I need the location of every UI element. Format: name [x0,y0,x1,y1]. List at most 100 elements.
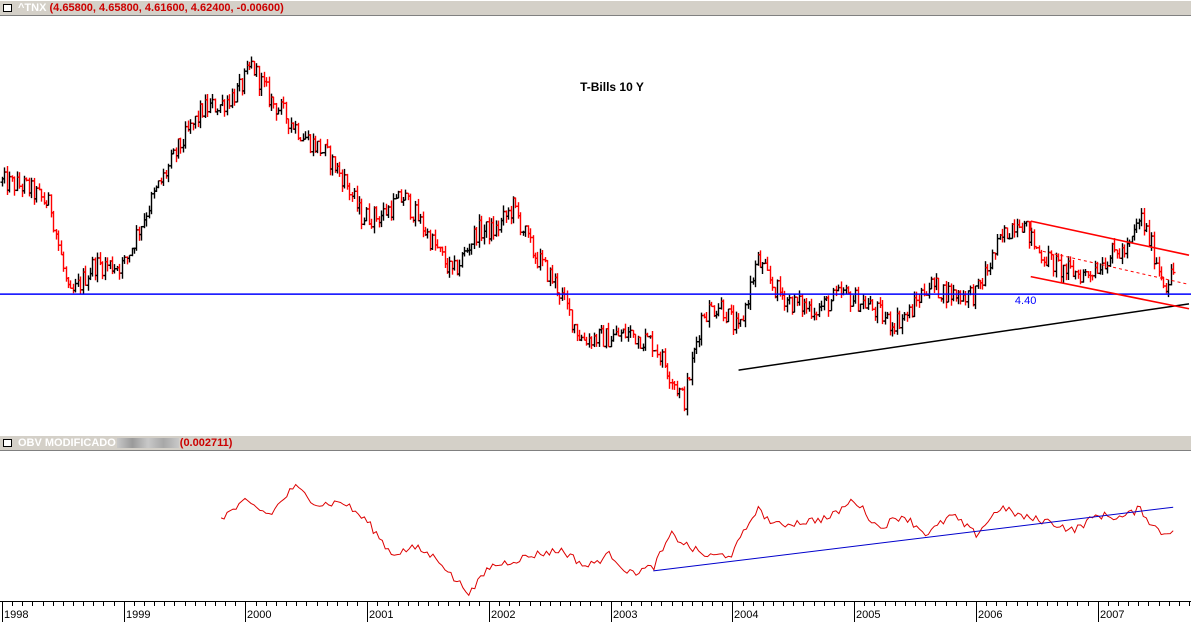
month-tick [905,602,906,606]
month-tick [885,602,886,606]
year-label: 2002 [491,609,516,621]
month-tick [32,602,33,606]
year-label: 2000 [247,609,272,621]
month-tick [235,602,236,606]
year-label: 2001 [369,609,394,621]
price-bar [650,330,655,358]
year-label: 1999 [126,609,151,621]
month-tick [641,602,642,606]
support-level-label: 4.40 [1015,295,1036,307]
month-tick [570,602,571,606]
month-tick [154,602,155,606]
month-tick [1138,602,1139,606]
month-tick [144,602,145,606]
month-tick [550,602,551,606]
month-tick [895,602,896,606]
symbol-label: ^TNX [18,2,47,14]
month-tick [1067,602,1068,606]
month-tick [966,602,967,606]
month-tick [174,602,175,606]
price-bar [995,234,1000,256]
month-tick [692,602,693,606]
price-bar [765,256,770,271]
month-tick [205,602,206,606]
month-tick [935,602,936,606]
month-tick [1006,602,1007,606]
price-bar [545,259,550,283]
indicator-name: OBV MODIFICADO [18,437,116,449]
month-tick [712,602,713,606]
month-tick [1128,602,1129,606]
month-tick [1088,602,1089,606]
obv-chart [220,483,1174,597]
month-tick [925,602,926,606]
month-tick [469,602,470,606]
price-chart: 4.40 [0,56,1191,416]
month-tick [986,602,987,606]
price-bar [149,191,154,215]
month-tick [996,602,997,606]
month-tick [306,602,307,606]
year-tick [1098,602,1099,622]
indicator-value: (0.002711) [179,437,233,449]
month-tick [134,602,135,606]
month-tick [631,602,632,606]
price-bar [682,386,687,412]
month-tick [844,602,845,606]
month-tick [408,602,409,606]
month-tick [276,602,277,606]
price-bar [601,325,606,348]
month-tick [1179,602,1180,606]
month-tick [915,602,916,606]
month-tick [12,602,13,606]
month-tick [722,602,723,606]
month-tick [83,602,84,606]
month-tick [793,602,794,606]
price-bar [347,182,352,201]
year-tick [611,602,612,622]
pane-toggle-icon[interactable] [3,439,12,447]
month-tick [53,602,54,606]
month-tick [1118,602,1119,606]
month-tick [773,602,774,606]
channel-mid [1042,250,1190,285]
month-tick [803,602,804,606]
month-tick [702,602,703,606]
month-tick [266,602,267,606]
obv-line [220,483,1174,597]
month-tick [337,602,338,606]
month-tick [388,602,389,606]
month-tick [1077,602,1078,606]
month-tick [814,602,815,606]
month-tick [114,602,115,606]
year-label: 2007 [1100,609,1125,621]
month-tick [185,602,186,606]
x-axis: 1998 1999 2000 2001 2002 2003 2004 2005 2006 2007 [0,601,1191,622]
year-label: 2004 [734,609,759,621]
price-bar [643,328,648,351]
month-tick [499,602,500,606]
year-tick [2,602,3,622]
month-tick [479,602,480,606]
month-tick [519,602,520,606]
year-label: 2006 [978,609,1003,621]
price-bar [655,344,660,358]
month-tick [874,602,875,606]
month-tick [357,602,358,606]
ohlc-values: (4.65800, 4.65800, 4.61600, 4.62400, -0.… [49,2,284,14]
month-tick [956,602,957,606]
month-tick [215,602,216,606]
year-tick [124,602,125,622]
month-tick [601,602,602,606]
price-bar [56,230,61,251]
month-tick [783,602,784,606]
month-tick [1047,602,1048,606]
pane-toggle-icon[interactable] [3,4,12,12]
month-tick [317,602,318,606]
year-label: 2005 [856,609,881,621]
month-tick [560,602,561,606]
month-tick [672,602,673,606]
month-tick [540,602,541,606]
month-tick [428,602,429,606]
month-tick [286,602,287,606]
